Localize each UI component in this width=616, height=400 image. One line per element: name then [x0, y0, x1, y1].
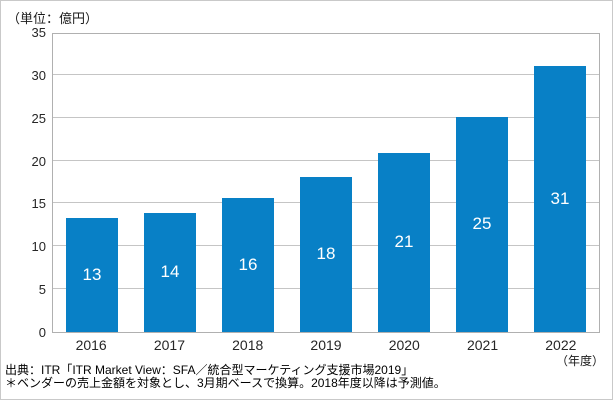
- bar-slot: 25: [443, 34, 521, 332]
- bar-2016: 13: [66, 218, 118, 332]
- x-axis-tick-labels: 2016 2017 2018 2019 2020 2021 2022: [52, 337, 600, 353]
- x-tick-label: 2017: [153, 337, 185, 353]
- x-tick-label: 2018: [232, 337, 264, 353]
- y-tick-label: 0: [38, 325, 46, 340]
- bar-slot: 18: [287, 34, 365, 332]
- bar-value-label: 14: [160, 262, 180, 282]
- y-axis-tick-labels: 0 5 10 15 20 25 30 35: [0, 0, 46, 400]
- x-tick-label: 2022: [545, 337, 577, 353]
- x-tick-label: 2020: [388, 337, 420, 353]
- bar-2020: 21: [378, 152, 430, 332]
- plot-area: 13 14 16 18 21 25 31: [52, 33, 600, 333]
- bar-value-label: 16: [238, 255, 258, 275]
- bar-slot: 31: [521, 34, 599, 332]
- bar-value-label: 18: [316, 244, 336, 264]
- y-axis-unit-label: （単位：億円）: [7, 11, 99, 26]
- bar-2019: 18: [300, 176, 352, 332]
- gridline: [53, 116, 599, 118]
- source-line-2: ＊ベンダーの売上金額を対象とし、3月期ベースで換算。2018年度以降は予測値。: [5, 376, 446, 390]
- bar-2022: 31: [534, 66, 586, 332]
- source-line-1: 出典：ITR「ITR Market View：SFA／統合型マーケティング支援市…: [5, 363, 414, 377]
- y-tick-label: 15: [31, 196, 46, 212]
- y-tick-label: 5: [38, 282, 46, 298]
- bar-slot: 14: [131, 34, 209, 332]
- x-axis-unit-label: （年度）: [555, 354, 604, 368]
- bar-slot: 16: [209, 34, 287, 332]
- x-tick-label: 2016: [75, 337, 107, 353]
- bar-value-label: 21: [394, 232, 414, 252]
- y-tick-label: 30: [31, 67, 46, 83]
- y-tick-label: 10: [31, 239, 46, 255]
- source-note: 出典：ITR「ITR Market View：SFA／統合型マーケティング支援市…: [5, 364, 446, 390]
- x-tick-label: 2019: [310, 337, 342, 353]
- bar-value-label: 25: [472, 214, 492, 234]
- bars-container: 13 14 16 18 21 25 31: [53, 34, 599, 332]
- y-tick-label: 25: [31, 110, 46, 126]
- x-tick-label: 2021: [466, 337, 499, 353]
- bar-2017: 14: [144, 212, 196, 332]
- bar-2018: 16: [222, 198, 274, 332]
- y-tick-label: 35: [31, 25, 46, 40]
- bar-slot: 21: [365, 34, 443, 332]
- bar-value-label: 13: [82, 265, 102, 284]
- gridline: [53, 159, 599, 161]
- gridline: [53, 73, 599, 75]
- bar-2021: 25: [456, 116, 508, 332]
- bar-slot: 13: [53, 34, 131, 332]
- bar-value-label: 31: [550, 189, 570, 209]
- y-tick-label: 20: [31, 153, 46, 169]
